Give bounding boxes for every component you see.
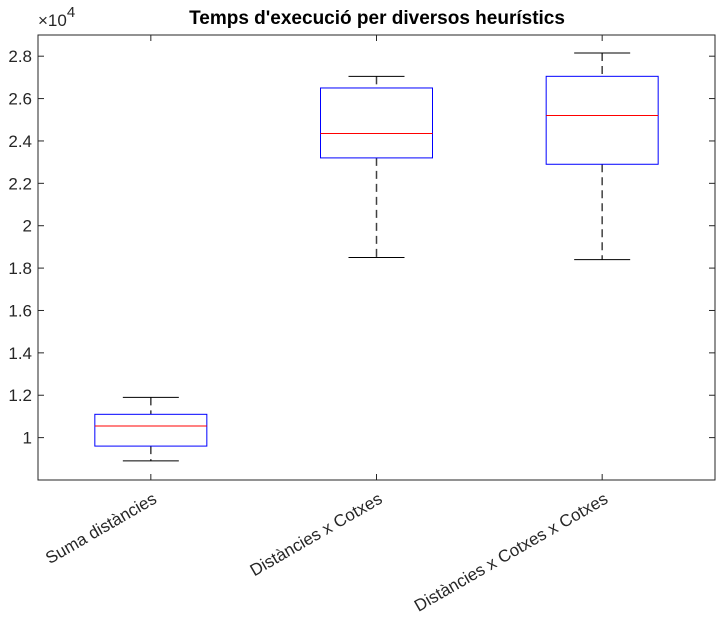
box bbox=[320, 87, 433, 159]
y-tick-label: 1 bbox=[23, 429, 32, 448]
y-tick-label: 1.2 bbox=[8, 386, 32, 405]
x-category-label: Distàncies x Cotxes bbox=[247, 489, 386, 580]
y-tick-label: 2.4 bbox=[8, 132, 32, 151]
y-axis-multiplier-base: ×10 bbox=[38, 11, 67, 30]
y-axis-multiplier-exponent: 4 bbox=[67, 4, 75, 21]
y-tick-label: 1.4 bbox=[8, 344, 32, 363]
chart-title: Temps d'execució per diversos heurístics bbox=[189, 8, 565, 29]
box bbox=[545, 75, 659, 165]
y-tick-label: 2.6 bbox=[8, 90, 32, 109]
x-category-label: Distàncies x Cotxes x Cotxes bbox=[411, 489, 611, 616]
y-tick-label: 2.8 bbox=[8, 47, 32, 66]
y-tick-label: 1.8 bbox=[8, 259, 32, 278]
y-tick-label: 1.6 bbox=[8, 301, 32, 320]
y-axis-multiplier: ×104 bbox=[38, 4, 75, 30]
y-tick-label: 2 bbox=[23, 217, 32, 236]
plot-area: 1 1.2 1.4 1.6 1.8 2 2.2 2.4 2.6 2.8 Suma distàncie… bbox=[8, 34, 716, 616]
x-category-label: Suma distàncies bbox=[42, 489, 160, 568]
box bbox=[94, 413, 208, 447]
y-tick-label: 2.2 bbox=[8, 174, 32, 193]
